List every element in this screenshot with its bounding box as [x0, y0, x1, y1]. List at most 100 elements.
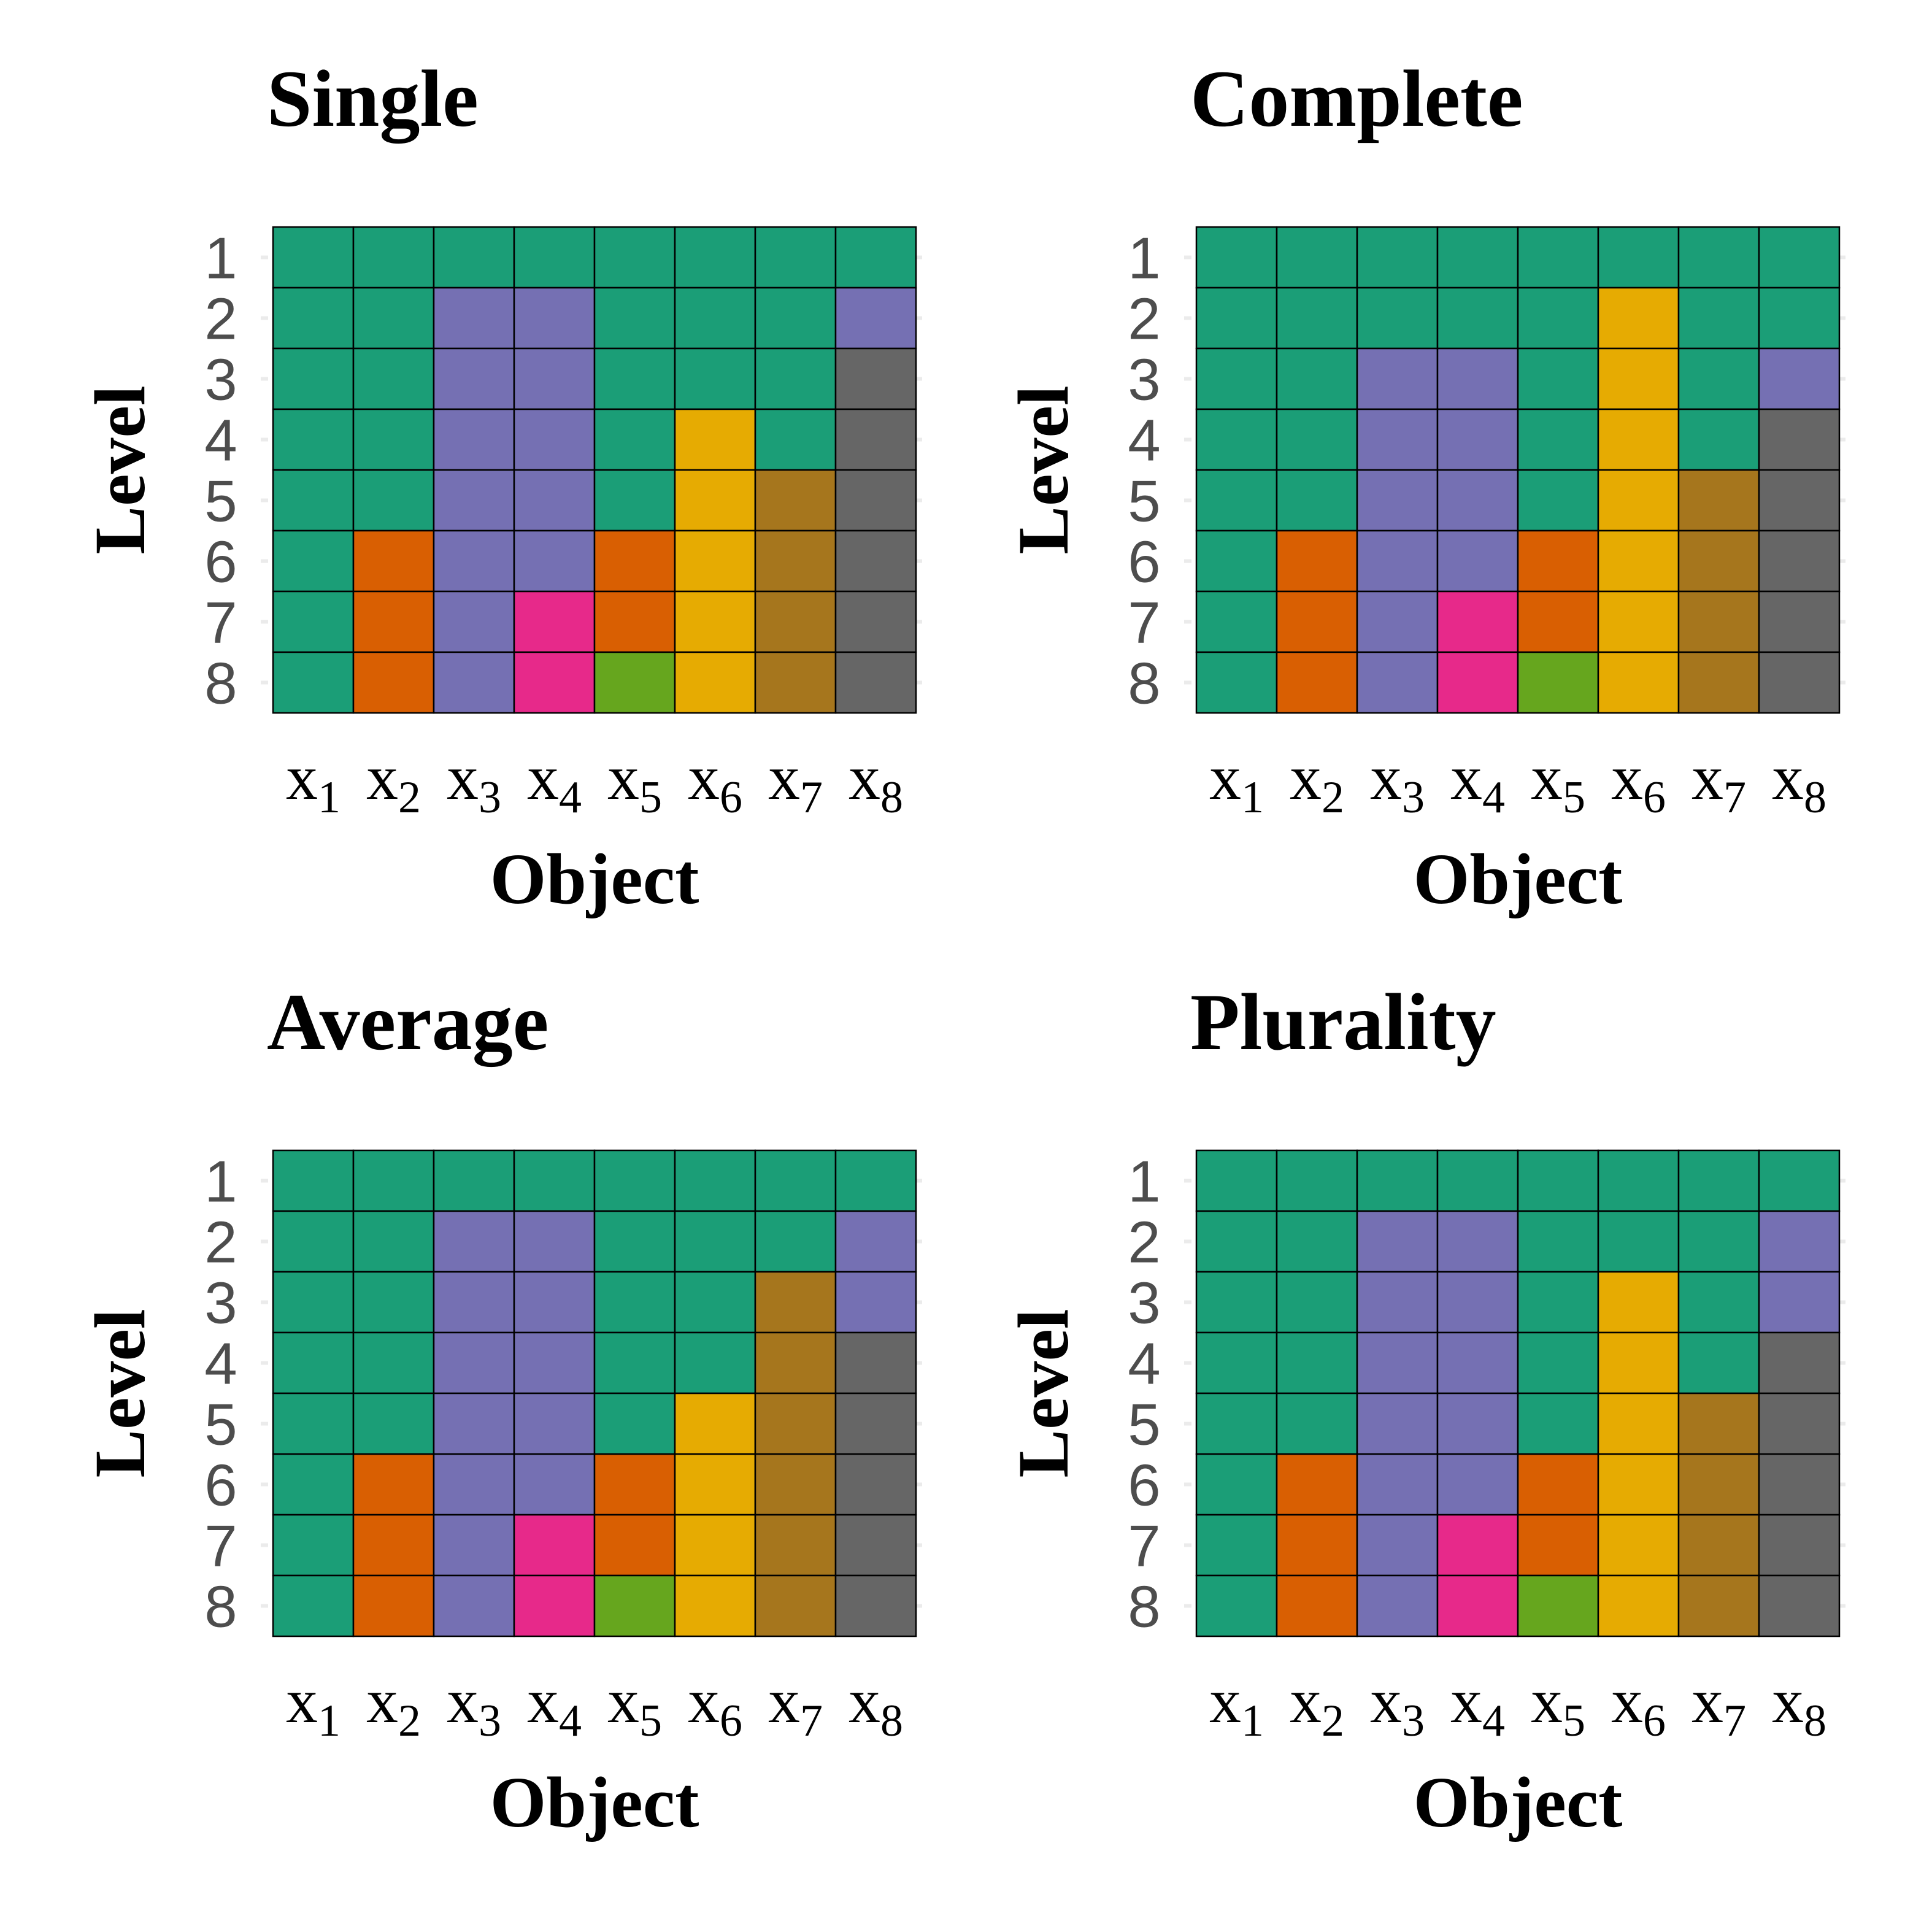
heatmap-cell — [352, 347, 435, 410]
heatmap-cell — [593, 651, 676, 714]
heatmap-cell — [1195, 1392, 1278, 1455]
heatmap-cell — [1195, 1331, 1278, 1395]
x-tick-label: x3 — [447, 742, 501, 823]
heatmap-cell — [513, 1271, 596, 1334]
heatmap-cell — [1758, 287, 1841, 350]
y-tick-label: 6 — [204, 529, 237, 595]
x-tick-label: x7 — [768, 742, 823, 823]
x-axis-title: Object — [1414, 839, 1623, 919]
x-tick-label: x2 — [1290, 742, 1344, 823]
heatmap-cell — [1276, 1149, 1358, 1212]
heatmap-cell — [1356, 1453, 1439, 1516]
heatmap-cell — [1436, 1514, 1519, 1577]
heatmap-cell — [433, 469, 515, 532]
y-tick-label: 2 — [1128, 287, 1160, 352]
heatmap-cell — [834, 1574, 917, 1638]
heatmap-cell — [1677, 408, 1760, 471]
heatmap-cell — [754, 1210, 837, 1273]
heatmap-cell — [1436, 590, 1519, 653]
heatmap-cell — [834, 651, 917, 714]
heatmap-cell — [1276, 1210, 1358, 1273]
heatmap-cell — [272, 469, 355, 532]
heatmap-cell — [1436, 529, 1519, 593]
heatmap-cell — [1517, 529, 1599, 593]
x-tick-label: x3 — [1370, 742, 1425, 823]
heatmap-cell — [1356, 408, 1439, 471]
heatmap-cell — [272, 287, 355, 350]
y-tick-label: 6 — [204, 1453, 237, 1518]
heatmap-cell — [1356, 1574, 1439, 1638]
heatmap-cell — [754, 347, 837, 410]
heatmap-cell — [1597, 469, 1680, 532]
heatmap-cell — [1276, 347, 1358, 410]
heatmap-cell — [352, 1210, 435, 1273]
heatmap-cell — [433, 1210, 515, 1273]
heatmap-cell — [1597, 347, 1680, 410]
heatmap-cell — [1517, 1271, 1599, 1334]
heatmap-cell — [1276, 469, 1358, 532]
y-tick-label: 4 — [204, 408, 237, 474]
heatmap-cell — [433, 1392, 515, 1455]
y-tick-label: 2 — [204, 1210, 237, 1276]
heatmap-cell — [352, 408, 435, 471]
heatmap-cell — [1276, 651, 1358, 714]
y-tick-label: 4 — [1128, 408, 1160, 474]
x-tick-label: x1 — [1209, 742, 1264, 823]
heatmap-cell — [1276, 287, 1358, 350]
heatmap-cell — [1436, 469, 1519, 532]
heatmap-cell — [1356, 347, 1439, 410]
heatmap-cell — [1597, 1574, 1680, 1638]
heatmap-cell — [433, 1331, 515, 1395]
heatmap-cell — [1758, 651, 1841, 714]
y-tick-label: 3 — [204, 347, 237, 413]
x-tick-label: x6 — [1611, 742, 1666, 823]
heatmap-cell — [1677, 1149, 1760, 1212]
heatmap-cell — [593, 287, 676, 350]
heatmap-cell — [433, 1149, 515, 1212]
x-tick-label: x6 — [688, 1666, 742, 1746]
heatmap-cell — [754, 1514, 837, 1577]
heatmap-cell — [352, 1331, 435, 1395]
heatmap-cell — [1195, 1514, 1278, 1577]
heatmap-cell — [1517, 1392, 1599, 1455]
heatmap-cell — [1758, 529, 1841, 593]
y-tick-label: 5 — [204, 1392, 237, 1458]
heatmap-cell — [1517, 287, 1599, 350]
x-tick-label: x8 — [1772, 1666, 1826, 1746]
heatmap-cell — [593, 1210, 676, 1273]
y-tick-label: 1 — [1128, 1149, 1160, 1215]
heatmap-cell — [272, 347, 355, 410]
heatmap-cell — [674, 1271, 756, 1334]
heatmap-cell — [1517, 1574, 1599, 1638]
heatmap-cell — [1356, 1331, 1439, 1395]
heatmap-cell — [674, 1574, 756, 1638]
heatmap-cell — [1436, 347, 1519, 410]
heatmap-cell — [1276, 1453, 1358, 1516]
heatmap-cell — [433, 529, 515, 593]
x-tick-label: x8 — [849, 1666, 903, 1746]
heatmap-cell — [513, 226, 596, 289]
heatmap-cell — [272, 651, 355, 714]
heatmap-cell — [1677, 1514, 1760, 1577]
heatmap-cell — [352, 1514, 435, 1577]
heatmap-cell — [1597, 226, 1680, 289]
heatmap-cell — [1758, 590, 1841, 653]
heatmap-cell — [1677, 1392, 1760, 1455]
heatmap-cell — [513, 1210, 596, 1273]
heatmap-cell — [674, 1331, 756, 1395]
heatmap-cell — [593, 590, 676, 653]
heatmap-cell — [834, 529, 917, 593]
heatmap-cell — [1597, 529, 1680, 593]
heatmap-cell — [593, 1149, 676, 1212]
y-tick-label: 3 — [204, 1271, 237, 1336]
heatmap-cell — [1758, 1514, 1841, 1577]
heatmap-cell — [433, 651, 515, 714]
heatmap-cell — [272, 1514, 355, 1577]
heatmap-cell — [593, 408, 676, 471]
heatmap-cell — [352, 1453, 435, 1516]
heatmap-cell — [1356, 590, 1439, 653]
heatmap-cell — [1517, 226, 1599, 289]
heatmap-cell — [433, 287, 515, 350]
x-tick-label: x2 — [1290, 1666, 1344, 1746]
